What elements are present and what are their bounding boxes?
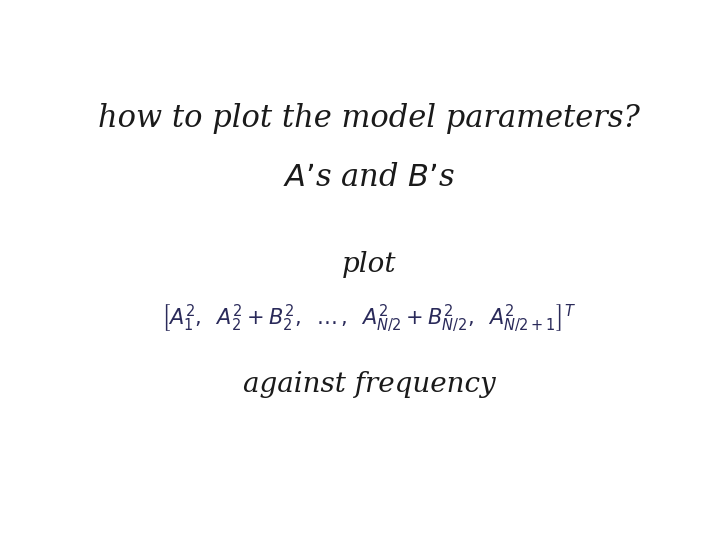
Text: $\left[A_1^2,\;\; A_2^2 + B_2^2,\;\; \ldots\, ,\;\; A_{N/2}^2 + B_{N/2}^2,\;\; A: $\left[A_1^2,\;\; A_2^2 + B_2^2,\;\; \ld… — [161, 302, 577, 335]
Text: against frequency: against frequency — [243, 372, 495, 399]
Text: plot: plot — [342, 251, 396, 278]
Text: how to plot the model parameters?: how to plot the model parameters? — [98, 103, 640, 134]
Text: $\mathit{A}$’s and $\mathit{B}$’s: $\mathit{A}$’s and $\mathit{B}$’s — [283, 161, 455, 193]
